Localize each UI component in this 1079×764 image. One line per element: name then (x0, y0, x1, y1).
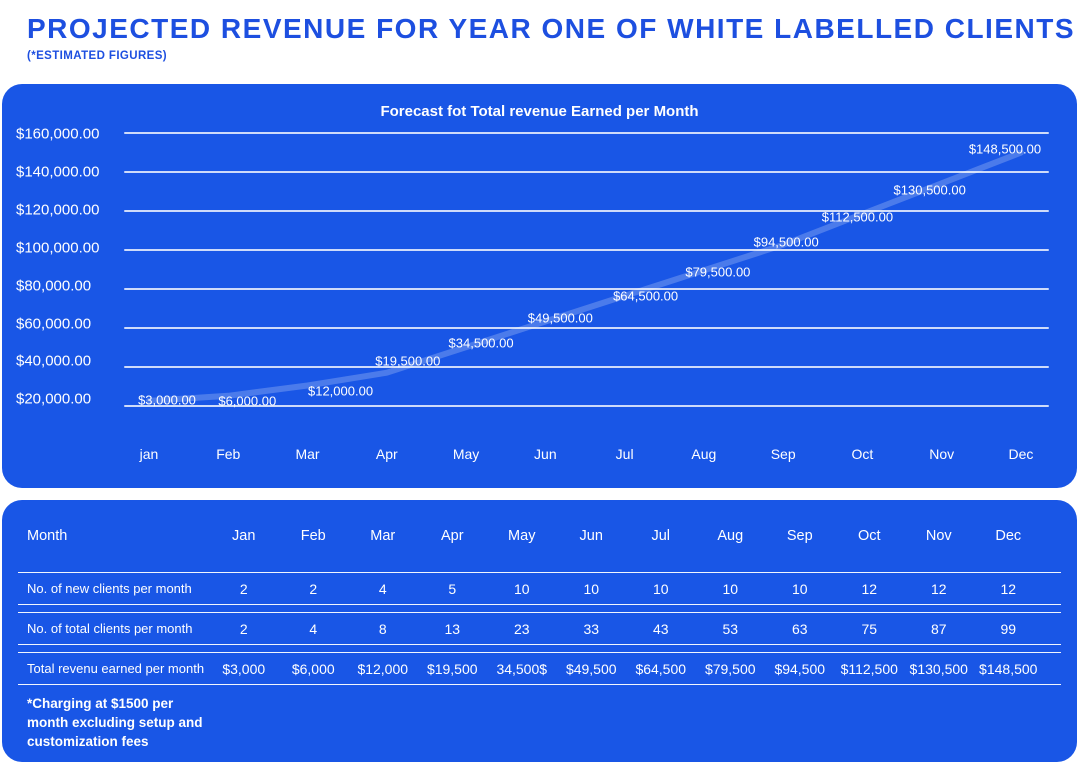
table-cell: 53 (722, 620, 739, 637)
data-point-label: $64,500.00 (613, 288, 679, 304)
x-axis-month-label: Jul (615, 446, 634, 462)
column-header: Feb (300, 528, 326, 544)
y-axis-tick-label: $60,000.00 (16, 315, 92, 332)
table-cell: $19,500 (426, 660, 478, 677)
x-axis-month-label: Sep (770, 446, 796, 462)
table-cell: 63 (791, 620, 808, 637)
column-header: Dec (995, 528, 1022, 544)
data-point-label: $12,000.00 (307, 383, 374, 399)
x-axis-month-label: jan (139, 446, 159, 462)
table-cell: $6,000 (291, 660, 335, 677)
data-point-label: $19,500.00 (375, 353, 441, 369)
table-cell: 43 (652, 620, 669, 637)
table-cell: $112,500 (840, 660, 898, 677)
table-cell: 10 (722, 580, 739, 597)
table-cell: 87 (930, 620, 947, 637)
column-header: Sep (786, 528, 813, 544)
table-cell: 99 (1000, 620, 1017, 637)
table-header-row: Month Jan Feb Mar Apr May Jun Jul Aug Sep Oct Nov De… (18, 500, 1061, 573)
revenue-series-line (146, 149, 1024, 404)
data-point-label: $34,500.00 (448, 335, 514, 351)
table-cell: 4 (309, 620, 318, 637)
y-axis-tick-label: $140,000.00 (16, 163, 100, 181)
x-axis-month-label: Jun (534, 446, 557, 462)
table-cell: $49,500 (565, 660, 617, 677)
row-label: No. of new clients per month (27, 581, 192, 596)
table-cell: 5 (448, 580, 457, 597)
x-axis-month-label: Aug (691, 446, 717, 462)
table-cell: 12 (930, 580, 947, 597)
y-axis-tick-label: $40,000.00 (16, 352, 92, 370)
table-cell: $79,500 (704, 660, 756, 677)
table-cell: $148,500 (979, 660, 1038, 677)
column-header: Nov (925, 528, 952, 544)
data-point-label: $130,500.00 (893, 182, 966, 198)
y-axis-tick-label: $80,000.00 (16, 277, 92, 295)
table-cell: 10 (513, 580, 530, 597)
x-axis-month-label: Feb (216, 446, 241, 462)
chart-title: Forecast fot Total revenue Earned per Mo… (380, 103, 699, 120)
x-axis-month-label: May (452, 446, 480, 462)
table-cell: 10 (583, 580, 600, 597)
table-footnote: *Charging at $1500 per month excluding s… (27, 696, 203, 749)
column-header: Mar (370, 528, 396, 544)
table-cell: 10 (791, 580, 808, 597)
chart-panel: Forecast fot Total revenue Earned per Mo… (2, 84, 1077, 488)
data-point-label: $148,500.00 (968, 141, 1042, 157)
column-header: Apr (440, 528, 464, 544)
table-cell: $94,500 (774, 660, 826, 677)
data-point-label: $3,000.00 (138, 392, 196, 408)
table-row: No. of total clients per month 2 4 8 13 23 33 4… (18, 612, 1061, 645)
column-header: Aug (717, 528, 744, 544)
table-cell: 13 (444, 620, 461, 637)
y-axis-tick-label: $120,000.00 (16, 201, 100, 219)
page-subtitle: (*ESTIMATED FIGURES) (27, 50, 168, 62)
table-cell: 12 (1000, 580, 1017, 597)
table-cell: 8 (378, 620, 387, 637)
table-cell: 33 (583, 620, 600, 637)
column-header: Oct (857, 528, 881, 544)
x-axis-month-label: Oct (851, 446, 874, 462)
table-cell: 75 (861, 620, 878, 637)
table-row: Total revenu earned per month $3,000 $6,00… (18, 652, 1061, 685)
table-cell: 23 (513, 620, 530, 637)
table-cell: 10 (652, 580, 669, 597)
column-header: Jun (579, 528, 603, 544)
data-point-label: $49,500.00 (527, 310, 593, 326)
table-cell: 12 (861, 580, 878, 597)
data-table: Month Jan Feb Mar Apr May Jun Jul Aug Sep Oct Nov De… (2, 500, 1077, 685)
data-point-label: $6,000.00 (218, 393, 277, 409)
table-cell: $12,000 (357, 660, 409, 677)
x-axis-month-label: Nov (929, 446, 955, 462)
x-axis-month-label: Mar (295, 446, 320, 462)
data-point-label: $112,500.00 (821, 209, 894, 225)
revenue-line-chart: $160,000.00 $140,000.00 $120,000.00 $100,00… (2, 84, 1077, 488)
page-header: PROJECTED REVENUE FOR YEAR ONE OF WHITE … (27, 13, 1075, 62)
data-point-label: $79,500.00 (685, 264, 751, 280)
table-cell: 2 (239, 580, 248, 597)
table-row: No. of new clients per month 2 2 4 5 10 10 10 10… (18, 573, 1061, 605)
table-panel: Month Jan Feb Mar Apr May Jun Jul Aug Sep Oct Nov De… (2, 500, 1077, 762)
column-header: May (508, 528, 536, 544)
table-cell: 2 (309, 580, 318, 597)
table-cell: 34,500$ (496, 660, 548, 677)
y-axis-tick-label: $100,000.00 (16, 239, 100, 257)
y-axis-tick-label: $160,000.00 (16, 125, 100, 143)
column-header: Jul (651, 528, 671, 544)
data-point-label: $94,500.00 (753, 234, 819, 250)
column-header: Jan (232, 528, 256, 544)
x-axis-month-label: Apr (375, 446, 398, 462)
table-cell: 2 (239, 620, 248, 637)
row-label: Total revenu earned per month (27, 661, 205, 676)
table-cell: $130,500 (909, 660, 968, 677)
table-cell: $64,500 (635, 660, 687, 677)
table-cell: 4 (378, 580, 387, 597)
row-label: No. of total clients per month (27, 621, 193, 636)
chart-canvas (124, 132, 1049, 407)
table-corner-label: Month (27, 528, 68, 544)
page-title: PROJECTED REVENUE FOR YEAR ONE OF WHITE … (27, 13, 1076, 44)
y-axis-tick-label: $20,000.00 (16, 390, 92, 408)
x-axis-month-label: Dec (1008, 446, 1034, 462)
table-cell: $3,000 (222, 660, 266, 677)
